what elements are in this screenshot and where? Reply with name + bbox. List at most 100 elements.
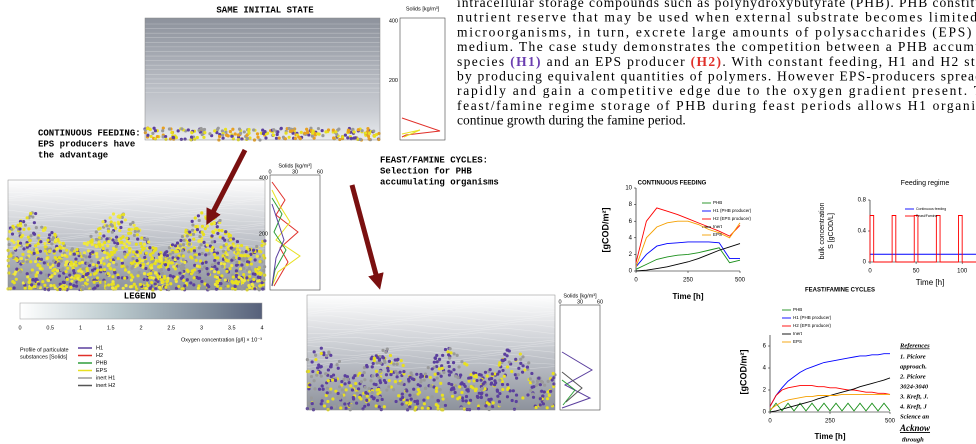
cell <box>105 237 109 241</box>
cell <box>363 131 368 135</box>
cell <box>287 135 291 139</box>
cell <box>12 240 16 244</box>
cell <box>204 253 208 257</box>
contour <box>306 332 556 339</box>
cell <box>217 261 221 265</box>
reference-line: 3. Kreft, J. <box>899 393 929 400</box>
cell <box>174 286 179 291</box>
cell <box>260 281 264 285</box>
cell <box>341 406 345 410</box>
cell <box>541 394 545 398</box>
cell <box>447 353 451 357</box>
cell <box>235 239 240 244</box>
paragraph-text: by producing equivalent quantities of po… <box>457 69 976 84</box>
cell <box>140 245 144 249</box>
cell <box>525 365 530 369</box>
acknowledgement-title: Acknow <box>899 423 931 433</box>
cell <box>21 220 26 224</box>
cell <box>404 403 408 408</box>
cell <box>168 252 172 256</box>
profile-curve <box>271 189 301 287</box>
reference-line: 4. Kreft, J <box>899 403 927 410</box>
cell <box>521 396 525 400</box>
cell <box>189 255 193 259</box>
cell <box>510 398 514 403</box>
cell <box>204 260 208 264</box>
cell <box>70 279 74 283</box>
cell <box>233 287 237 291</box>
cell <box>371 361 375 366</box>
cell <box>376 387 381 392</box>
cell <box>36 285 40 289</box>
contour <box>306 358 556 365</box>
cell <box>377 375 381 379</box>
series-line <box>635 247 741 270</box>
cell <box>228 238 233 242</box>
cell <box>452 352 456 356</box>
cell <box>194 224 198 229</box>
contour <box>306 362 556 369</box>
x-axis-label: Time [h] <box>815 432 846 441</box>
cell <box>78 261 82 265</box>
cell <box>121 235 125 239</box>
cell <box>426 396 430 400</box>
cell <box>409 371 413 375</box>
cell <box>33 259 38 264</box>
profile-curve <box>271 181 299 287</box>
cell <box>465 363 469 367</box>
cell <box>36 242 40 246</box>
cell <box>326 379 330 383</box>
cell <box>70 248 74 252</box>
feast-label: accumulating organisms <box>380 177 499 187</box>
cell <box>397 394 401 398</box>
cell <box>94 252 99 256</box>
cell <box>349 384 353 388</box>
cell <box>402 382 406 387</box>
cell <box>75 247 79 252</box>
cell <box>56 263 60 268</box>
cell <box>25 216 29 220</box>
cell <box>18 241 23 245</box>
cell <box>164 285 168 289</box>
cell <box>86 278 90 282</box>
cell <box>132 233 137 237</box>
cell <box>429 384 433 388</box>
cell <box>450 382 454 387</box>
cell <box>127 246 132 250</box>
cell <box>192 246 196 250</box>
legend-label: H1 <box>96 345 103 351</box>
cell <box>82 254 86 258</box>
cell <box>189 135 194 139</box>
cell <box>74 263 78 268</box>
cell <box>433 372 437 376</box>
cell <box>121 246 125 250</box>
cell <box>236 244 240 248</box>
cell <box>432 378 436 382</box>
cell <box>120 240 124 244</box>
cell <box>476 395 480 400</box>
cell <box>248 136 252 140</box>
cell <box>322 353 326 357</box>
cell <box>414 405 418 409</box>
cell <box>506 348 510 352</box>
cell <box>175 275 179 279</box>
cell <box>140 236 144 240</box>
cell <box>161 129 165 133</box>
cell <box>485 401 489 405</box>
cell <box>497 370 501 374</box>
cell <box>424 374 429 379</box>
profile-y-tick: 400 <box>259 175 268 181</box>
cell <box>479 373 483 377</box>
paragraph-line: feast/famine regime storage of PHB durin… <box>457 98 976 113</box>
cell <box>236 280 241 284</box>
cell <box>259 284 263 288</box>
cell <box>96 261 101 265</box>
cell <box>400 381 404 385</box>
cell <box>244 281 248 285</box>
cell <box>34 211 38 216</box>
cell <box>340 388 344 392</box>
cell <box>205 224 209 228</box>
cell <box>531 392 535 396</box>
cell <box>9 254 13 258</box>
